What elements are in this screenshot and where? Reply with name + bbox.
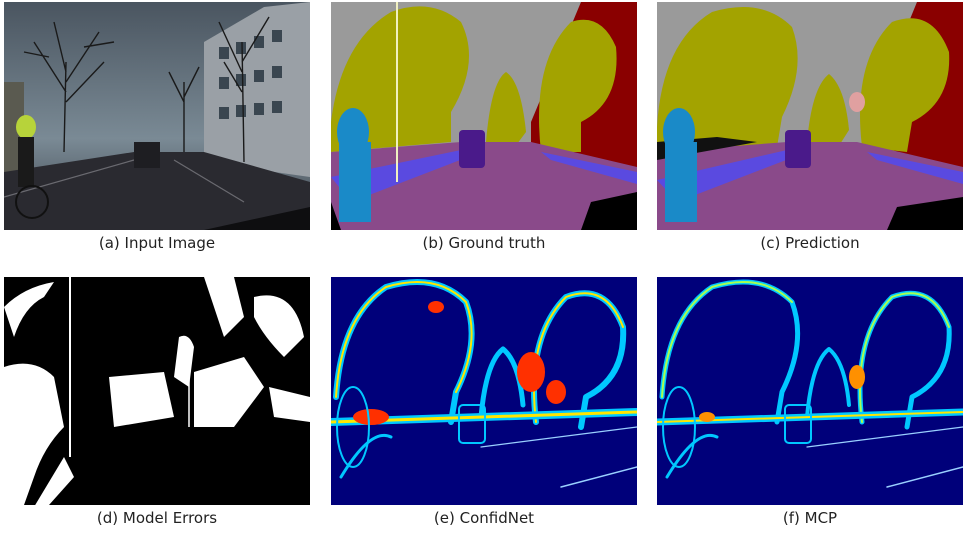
panel-model-errors: (d) Model Errors	[4, 277, 310, 527]
confidnet-heatmap	[331, 277, 637, 505]
mcp-heatmap	[657, 277, 963, 505]
input-image	[4, 2, 310, 230]
panel-mcp: (f) MCP	[657, 277, 963, 527]
panel-ground-truth: (b) Ground truth	[331, 2, 637, 252]
caption-model-errors: (d) Model Errors	[96, 509, 218, 527]
panel-prediction: (c) Prediction	[657, 2, 963, 252]
caption-mcp: (f) MCP	[782, 509, 838, 527]
caption-confidnet: (e) ConfidNet	[433, 509, 535, 527]
caption-ground-truth: (b) Ground truth	[422, 234, 546, 252]
panel-input-image: (a) Input Image	[4, 2, 310, 252]
model-errors-image	[4, 277, 310, 505]
prediction-image	[657, 2, 963, 230]
panel-confidnet: (e) ConfidNet	[331, 277, 637, 527]
caption-input-image: (a) Input Image	[98, 234, 216, 252]
caption-prediction: (c) Prediction	[760, 234, 860, 252]
ground-truth-image	[331, 2, 637, 230]
